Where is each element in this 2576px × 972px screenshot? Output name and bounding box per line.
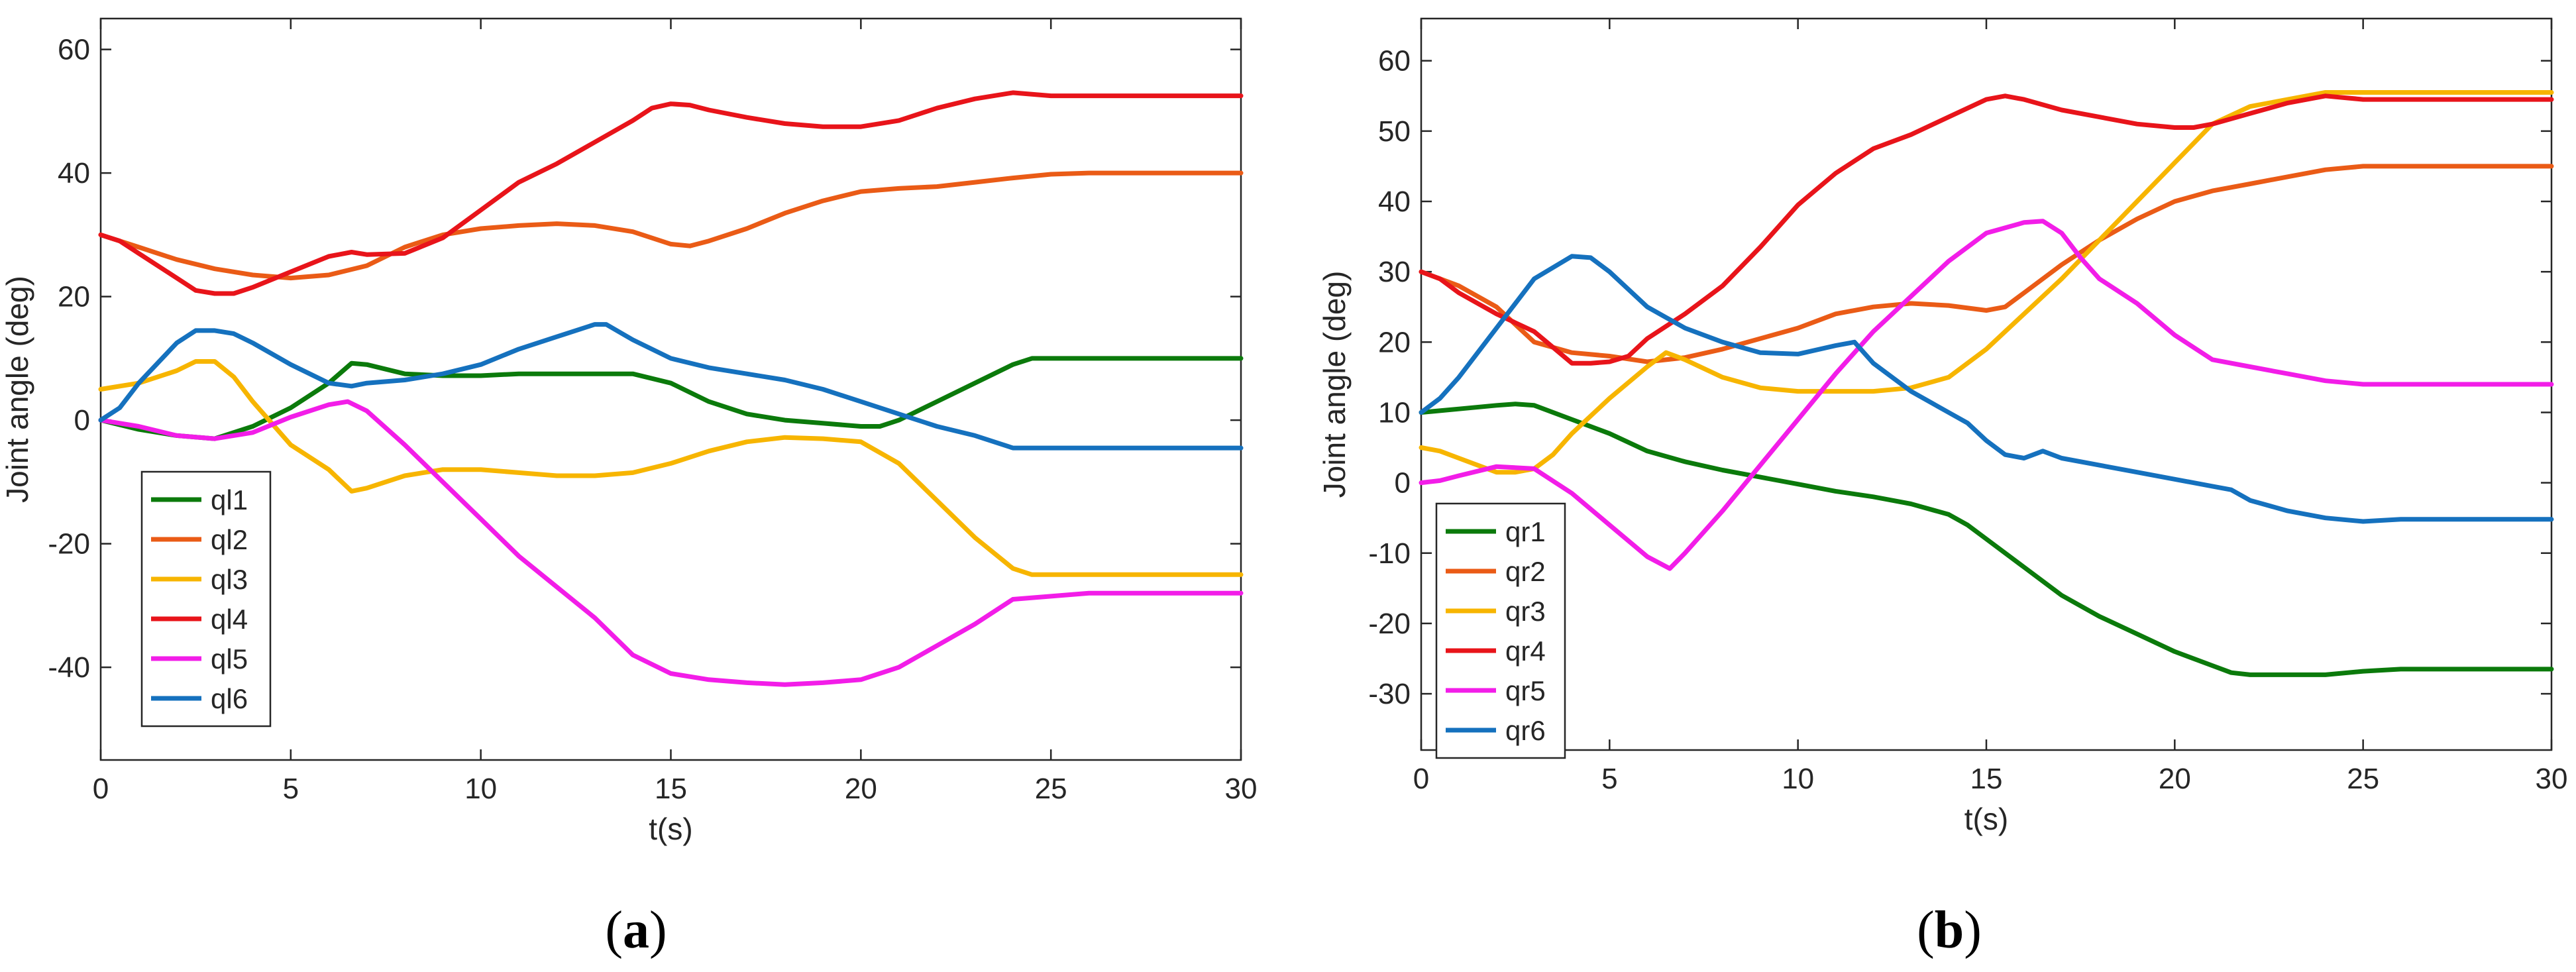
x-tick-label-b: 10 (1782, 763, 1814, 795)
x-tick-label-b: 5 (1601, 763, 1617, 795)
y-tick-label-a: -40 (48, 651, 90, 684)
legend-label-ql3: ql3 (211, 564, 248, 595)
series-line-qr4 (1419, 93, 2554, 366)
legend-label-qr5: qr5 (1505, 675, 1546, 706)
x-tick-label-a: 5 (283, 773, 299, 805)
x-tick-label-b: 30 (2536, 763, 2568, 795)
legend-label-qr6: qr6 (1505, 715, 1546, 746)
x-axis-label-a: t(s) (649, 812, 692, 846)
legend-label-ql1: ql1 (211, 484, 248, 515)
y-tick-label-b: 10 (1378, 396, 1411, 429)
x-tick-label-b: 15 (1970, 763, 2003, 795)
legend-label-qr1: qr1 (1505, 516, 1546, 547)
y-tick-label-b: 40 (1378, 186, 1411, 218)
legend-label-qr4: qr4 (1505, 635, 1546, 667)
x-tick-label-b: 25 (2347, 763, 2379, 795)
y-tick-label-b: 30 (1378, 256, 1411, 288)
series-line-qr1 (1419, 402, 2554, 677)
y-tick-label-b: 20 (1378, 326, 1411, 358)
plot-area-a (99, 17, 1242, 761)
legend-label-ql2: ql2 (211, 524, 248, 555)
y-axis-label-a: Joint angle (deg) (0, 276, 34, 503)
x-tick-label-a: 10 (464, 773, 497, 805)
series-line-qr2 (1419, 164, 2554, 364)
y-tick-label-a: -20 (48, 528, 90, 561)
series-line-ql2 (98, 170, 1244, 281)
y-tick-label-a: 60 (58, 34, 90, 66)
y-tick-label-b: -20 (1368, 608, 1411, 640)
y-tick-label-b: 0 (1395, 467, 1411, 500)
y-tick-label-b: 50 (1378, 115, 1411, 148)
series-line-ql3 (98, 359, 1244, 577)
x-axis-label-b: t(s) (1964, 802, 2008, 836)
x-tick-label-a: 20 (845, 773, 877, 805)
x-tick-label-a: 15 (655, 773, 687, 805)
series-line-ql4 (98, 90, 1244, 296)
legend-box-b (1435, 502, 1566, 759)
series-line-ql6 (98, 322, 1244, 451)
series-line-ql1 (98, 356, 1244, 441)
series-line-ql5 (98, 399, 1244, 687)
legend-label-qr3: qr3 (1505, 596, 1546, 627)
legend-box-a (140, 470, 272, 728)
x-tick-label-b: 20 (2159, 763, 2191, 795)
y-tick-label-b: -10 (1368, 537, 1411, 570)
x-tick-label-a: 25 (1035, 773, 1067, 805)
legend-label-qr2: qr2 (1505, 556, 1546, 587)
legend-label-ql4: ql4 (211, 604, 248, 635)
y-tick-label-b: -30 (1368, 678, 1411, 710)
series-line-qr6 (1419, 254, 2554, 524)
legend-label-ql6: ql6 (211, 683, 248, 714)
series-line-qr5 (1419, 219, 2554, 571)
x-tick-label-a: 30 (1225, 773, 1258, 805)
caption-b: (b) (1917, 901, 1982, 959)
y-tick-label-a: 0 (74, 404, 90, 437)
y-tick-label-a: 20 (58, 281, 90, 313)
x-tick-label-a: 0 (93, 773, 109, 805)
chart-panel-b: 0 5 10 15 20 25 30 -30 -20 -10 0 10 20 30 40 50 60 t(s) Jo… (1317, 17, 2568, 836)
x-tick-label-b: 0 (1413, 763, 1429, 795)
y-axis-label-b: Joint angle (deg) (1317, 271, 1352, 498)
chart-panel-a: 0 5 10 15 20 25 30 -40 -20 0 20 40 60 t(s) Joint angle… (0, 17, 1258, 846)
series-line-qr3 (1419, 90, 2554, 475)
y-tick-label-b: 60 (1378, 45, 1411, 78)
caption-a: (a) (605, 901, 667, 959)
legend-label-ql5: ql5 (211, 643, 248, 675)
y-tick-label-a: 40 (58, 157, 90, 189)
